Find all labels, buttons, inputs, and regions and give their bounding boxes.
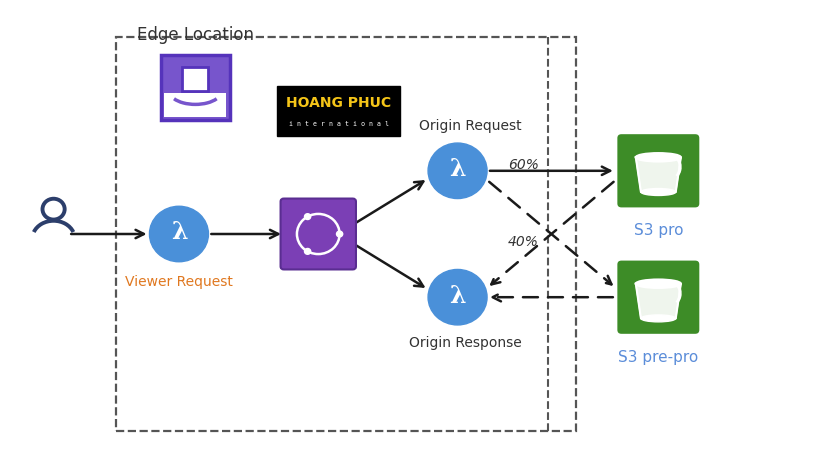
Text: HOANG PHUC: HOANG PHUC: [286, 96, 391, 110]
Circle shape: [428, 143, 487, 198]
FancyBboxPatch shape: [617, 134, 700, 207]
Text: S3 pro: S3 pro: [634, 223, 683, 238]
FancyBboxPatch shape: [617, 261, 700, 334]
Text: S3 pre-pro: S3 pre-pro: [618, 350, 699, 365]
Circle shape: [428, 270, 487, 325]
Text: λ: λ: [450, 157, 466, 181]
FancyBboxPatch shape: [164, 93, 227, 117]
Ellipse shape: [641, 315, 676, 322]
Circle shape: [304, 249, 311, 254]
Text: Viewer Request: Viewer Request: [125, 275, 233, 289]
Text: Origin Request: Origin Request: [418, 119, 521, 133]
Text: Edge Location: Edge Location: [137, 26, 254, 44]
Circle shape: [337, 231, 342, 237]
Ellipse shape: [636, 279, 681, 288]
Circle shape: [304, 214, 311, 219]
Text: λ: λ: [171, 220, 187, 244]
Bar: [116, 37, 577, 431]
Text: 60%: 60%: [507, 158, 539, 172]
Ellipse shape: [636, 153, 681, 161]
Text: i n t e r n a t i o n a l: i n t e r n a t i o n a l: [289, 121, 389, 127]
Text: Origin Response: Origin Response: [409, 336, 522, 351]
FancyBboxPatch shape: [161, 55, 230, 120]
Text: 40%: 40%: [507, 235, 539, 249]
FancyBboxPatch shape: [280, 198, 356, 270]
Circle shape: [149, 206, 209, 262]
Text: λ: λ: [450, 284, 466, 307]
Polygon shape: [636, 284, 681, 318]
FancyBboxPatch shape: [182, 66, 209, 91]
Polygon shape: [636, 157, 681, 192]
Ellipse shape: [641, 189, 676, 196]
FancyBboxPatch shape: [277, 86, 400, 136]
